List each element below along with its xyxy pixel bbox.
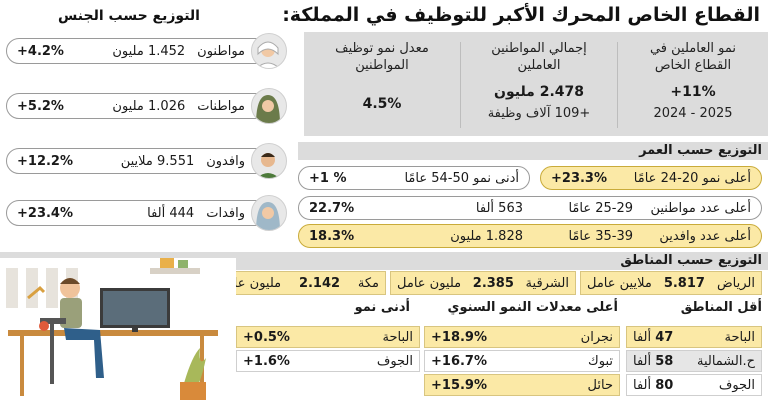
region-pct: +18.9%	[431, 329, 487, 345]
stat-citizen-growth: معدل نمو توظيف المواطنين 4.5%	[304, 32, 460, 136]
region-unit: مليون عامل	[397, 275, 462, 291]
region-value: 5.817	[663, 275, 705, 291]
age-pct: +1 %	[309, 170, 347, 186]
age-range: 25-29 عامًا	[568, 200, 633, 216]
gender-expats-male: وافدون 9.551 ملايين +12.2%	[6, 148, 284, 174]
gender-amount: 444 ألفا	[147, 205, 195, 221]
age-label: أعلى عدد وافدين	[659, 228, 751, 244]
gender-name: مواطنات	[197, 98, 245, 114]
gender-pct: +23.4%	[17, 205, 73, 221]
region-name: الباحة	[724, 329, 755, 345]
region-value: 2.142	[298, 275, 341, 291]
gender-citizens-male: مواطنون 1.452 مليون +4.2%	[6, 38, 284, 64]
gender-section-title: التوزيع حسب الجنس	[58, 8, 200, 24]
stat-label: العاملين	[517, 58, 561, 73]
least-region-row: الباحة 47 ألفا	[626, 326, 762, 348]
stat-sub: 2024 - 2025	[653, 106, 733, 121]
divider	[617, 42, 618, 128]
region-unit: ألفا	[633, 329, 652, 345]
region-name: الجوف	[718, 377, 755, 393]
lowest-growth-row: الجوف +1.6%	[236, 350, 420, 372]
age-lowest-growth: أدنى نمو 50-54 عامًا +1 %	[298, 166, 530, 190]
gender-pct: +12.2%	[17, 153, 73, 169]
stat-label: القطاع الخاص	[654, 58, 732, 73]
region-name: الباحة	[382, 329, 413, 345]
highest-growth-row: نجران +18.9%	[424, 326, 620, 348]
lowest-growth-title: أدنى نمو	[354, 300, 410, 315]
stat-sub: +109 آلاف وظيفة	[487, 106, 591, 121]
divider	[460, 42, 461, 128]
region-name: ح.الشمالية	[696, 353, 755, 369]
gender-citizens-female: مواطنات 1.026 مليون +5.2%	[6, 93, 284, 119]
gender-pct: +4.2%	[17, 43, 64, 59]
woman-avatar-icon	[251, 88, 287, 124]
region-value: 2.385	[472, 275, 514, 291]
stat-label: نمو العاملين في	[649, 41, 737, 56]
stats-panel: نمو العاملين في القطاع الخاص +11% 2024 - …	[304, 32, 768, 136]
region-top-makkah: مكة 2.142 مليون عامل	[210, 271, 386, 295]
least-region-row: ح.الشمالية 58 ألفا	[626, 350, 762, 372]
gender-expats-female: وافدات 444 ألفا +23.4%	[6, 200, 284, 226]
region-top-eastern: الشرقية 2.385 مليون عامل	[390, 271, 576, 295]
expat-man-avatar-icon	[251, 143, 287, 179]
stat-value: 2.478 مليون	[494, 84, 584, 100]
region-name: نجران	[580, 329, 613, 345]
man-avatar-icon	[251, 33, 287, 69]
gender-pct: +5.2%	[17, 98, 64, 114]
region-name: الرياض	[716, 275, 755, 291]
region-unit: ألفا	[633, 377, 652, 393]
age-section-header: التوزيع حسب العمر	[298, 142, 768, 160]
region-value: 58	[655, 353, 674, 369]
gender-amount: 1.452 مليون	[112, 43, 186, 59]
stat-label: معدل نمو توظيف	[335, 41, 429, 56]
highest-growth-title: أعلى معدلات النمو السنوي	[447, 300, 618, 315]
age-top-expats: أعلى عدد وافدين 35-39 عامًا 1.828 مليون …	[298, 224, 762, 248]
age-amount: 563 ألفا	[475, 200, 523, 216]
gender-name: وافدون	[206, 153, 245, 169]
age-label: أدنى نمو 50-54 عامًا	[404, 170, 519, 186]
stat-label: المواطنين	[355, 58, 409, 73]
region-unit: ألفا	[633, 353, 652, 369]
age-pct: 22.7%	[309, 200, 355, 216]
stat-label: إجمالي المواطنين	[491, 41, 587, 56]
age-pct: 18.3%	[309, 228, 355, 244]
age-label: أعلى نمو 20-24 عامًا	[633, 170, 751, 186]
gender-amount: 1.026 مليون	[112, 98, 186, 114]
office-worker-illustration	[0, 258, 236, 402]
region-name: الجوف	[376, 353, 413, 369]
region-pct: +15.9%	[431, 377, 487, 393]
region-value: 47	[655, 329, 674, 345]
age-range: 35-39 عامًا	[568, 228, 633, 244]
gender-name: وافدات	[206, 205, 245, 221]
age-top-citizens: أعلى عدد مواطنين 25-29 عامًا 563 ألفا 22…	[298, 196, 762, 220]
region-pct: +0.5%	[243, 329, 290, 345]
least-region-row: الجوف 80 ألفا	[626, 374, 762, 396]
expat-woman-avatar-icon	[251, 195, 287, 231]
stat-value: +11%	[670, 84, 716, 100]
age-amount: 1.828 مليون	[450, 228, 523, 244]
region-name: مكة	[357, 275, 379, 291]
gender-name: مواطنون	[197, 43, 245, 59]
region-name: الشرقية	[525, 275, 569, 291]
region-pct: +16.7%	[431, 353, 487, 369]
highest-growth-row: حائل +15.9%	[424, 374, 620, 396]
page-title: القطاع الخاص المحرك الأكبر للتوظيف في ال…	[282, 4, 760, 26]
stat-value: 4.5%	[362, 96, 402, 112]
highest-growth-row: تبوك +16.7%	[424, 350, 620, 372]
region-name: تبوك	[588, 353, 613, 369]
age-pct: +23.3%	[551, 170, 607, 186]
region-name: حائل	[587, 377, 613, 393]
age-label: أعلى عدد مواطنين	[650, 200, 751, 216]
lowest-growth-row: الباحة +0.5%	[236, 326, 420, 348]
region-pct: +1.6%	[243, 353, 290, 369]
least-regions-title: أقل المناطق	[680, 300, 762, 315]
gender-amount: 9.551 ملايين	[120, 153, 195, 169]
stat-citizens-total: إجمالي المواطنين العاملين 2.478 مليون +10…	[461, 32, 617, 136]
region-value: 80	[655, 377, 674, 393]
region-unit: ملايين عامل	[587, 275, 652, 291]
stat-private-growth: نمو العاملين في القطاع الخاص +11% 2024 - …	[618, 32, 768, 136]
age-highest-growth: أعلى نمو 20-24 عامًا +23.3%	[540, 166, 762, 190]
region-top-riyadh: الرياض 5.817 ملايين عامل	[580, 271, 762, 295]
